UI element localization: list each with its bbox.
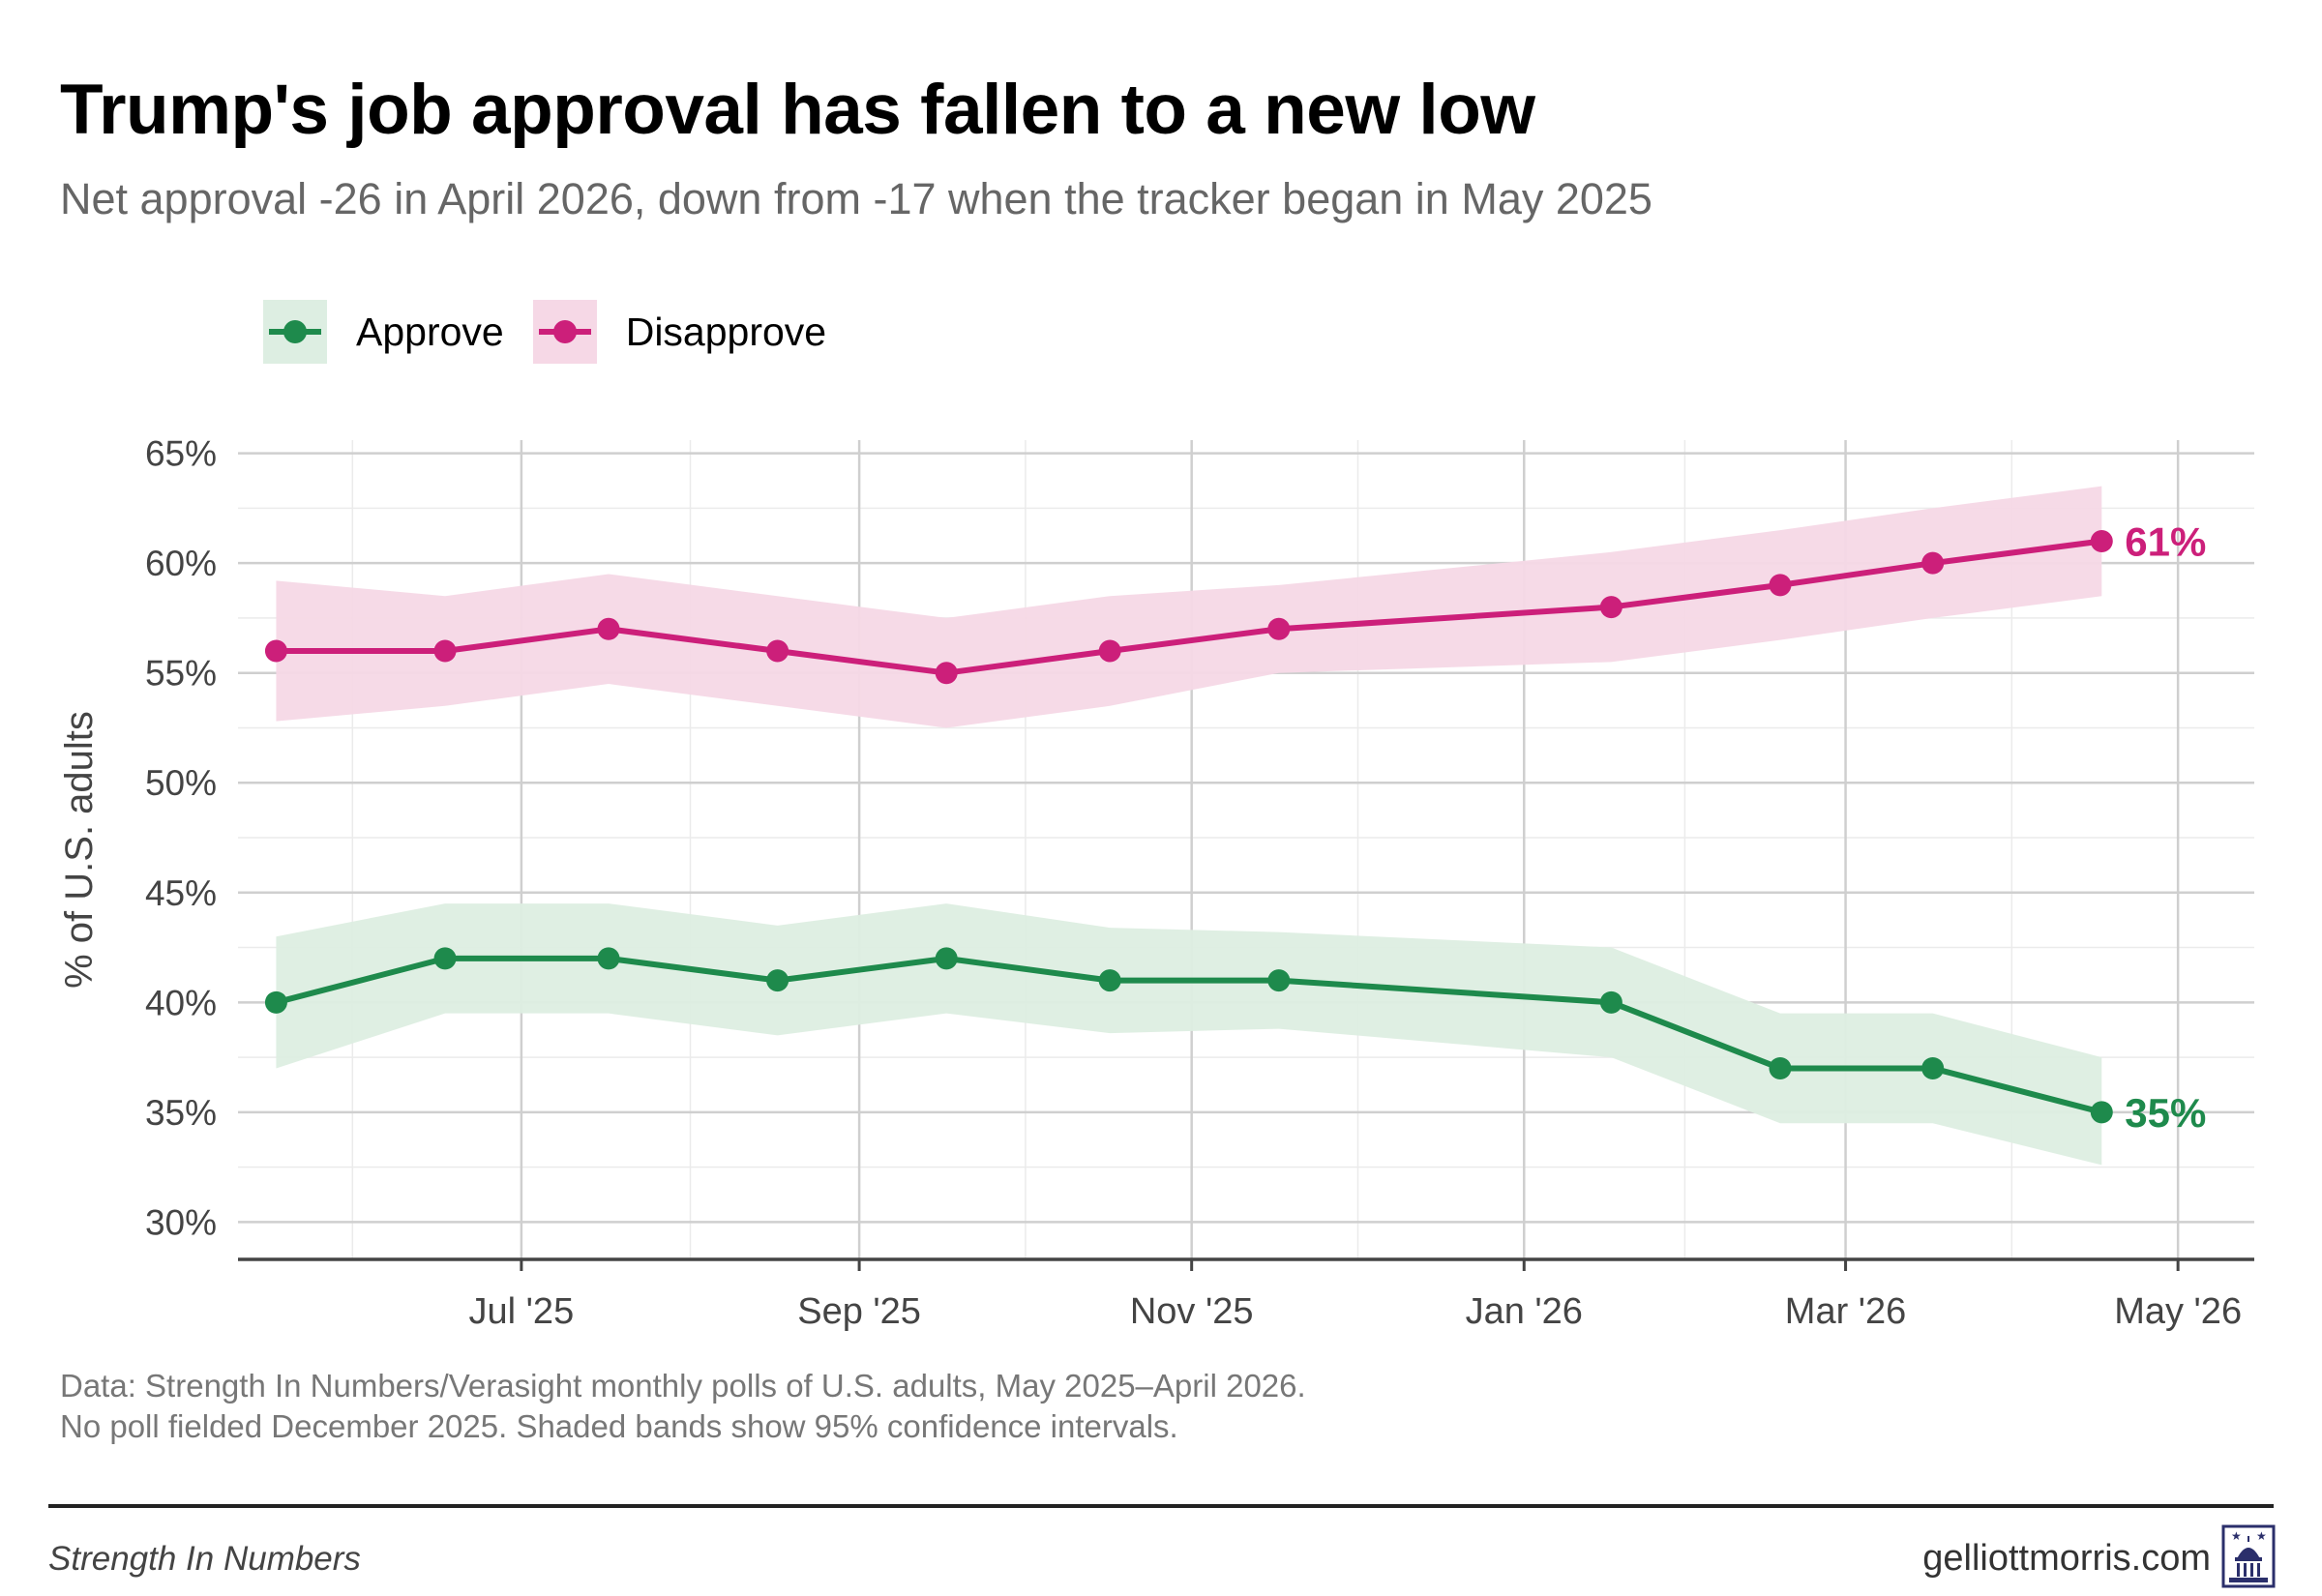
chart-subtitle: Net approval -26 in April 2026, down fro… <box>60 174 1652 223</box>
footer-brand: Strength In Numbers <box>48 1540 361 1578</box>
series-points <box>264 529 2113 1124</box>
legend: Approve Disapprove <box>263 298 855 366</box>
point-approve <box>1599 990 1622 1014</box>
end-label-approve: 35% <box>2125 1090 2206 1136</box>
point-disapprove <box>264 639 287 663</box>
y-tick-label: 55% <box>145 654 217 694</box>
x-tick-label: Jul '25 <box>469 1291 575 1332</box>
footer-website[interactable]: gelliottmorris.com <box>1922 1538 2211 1579</box>
y-tick-label: 30% <box>145 1202 217 1242</box>
confidence-bands <box>276 486 2102 1166</box>
point-approve <box>766 969 789 992</box>
caption-line-2: No poll fielded December 2025. Shaded ba… <box>60 1408 1178 1444</box>
caption-line-1: Data: Strength In Numbers/Verasight mont… <box>60 1368 1306 1404</box>
end-labels: 35% 61% <box>2125 518 2206 1135</box>
point-disapprove <box>1599 596 1622 619</box>
point-disapprove <box>1921 551 1945 575</box>
end-label-disapprove: 61% <box>2125 518 2206 564</box>
y-tick-label: 60% <box>145 544 217 583</box>
legend-label-disapprove: Disapprove <box>625 309 827 354</box>
x-tick-label: May '26 <box>2114 1291 2242 1332</box>
ci-band-disapprove <box>276 486 2102 728</box>
point-disapprove <box>2090 529 2113 552</box>
line-chart: 30% 35% 40% 45% 50% 55% 60% 65% Jul '25 Sep '25 No… <box>58 434 2254 1332</box>
legend-dot-disapprove <box>552 320 577 343</box>
point-approve <box>597 947 620 970</box>
point-approve <box>1267 969 1291 992</box>
legend-label-approve: Approve <box>356 309 504 354</box>
point-disapprove <box>433 639 457 663</box>
point-approve <box>935 947 958 970</box>
ci-band-approve <box>276 903 2102 1166</box>
point-approve <box>1098 969 1121 992</box>
svg-text:★: ★ <box>2256 1529 2267 1543</box>
point-disapprove <box>935 662 958 685</box>
footer-divider <box>48 1504 2274 1508</box>
legend-item-disapprove: Disapprove <box>532 300 827 364</box>
legend-key-approve <box>263 300 327 364</box>
legend-item-approve: Approve <box>263 300 504 364</box>
point-approve <box>264 990 287 1014</box>
y-tick-label: 40% <box>145 983 217 1022</box>
y-tick-label: 50% <box>145 763 217 803</box>
legend-key-disapprove <box>532 300 597 364</box>
point-disapprove <box>597 617 620 640</box>
legend-dot-approve <box>283 320 307 343</box>
y-axis-title: % of U.S. adults <box>58 711 101 989</box>
axes: 30% 35% 40% 45% 50% 55% 60% 65% Jul '25 Sep '25 No… <box>58 434 2254 1332</box>
point-approve <box>1769 1056 1792 1079</box>
point-approve <box>433 947 457 970</box>
point-approve <box>1921 1056 1945 1079</box>
x-tick-label: Nov '25 <box>1130 1291 1254 1332</box>
point-approve <box>2090 1101 2113 1124</box>
capitol-dome-icon: ★ ★ <box>2221 1524 2276 1588</box>
x-tick-label: Mar '26 <box>1785 1291 1907 1332</box>
x-tick-label: Sep '25 <box>797 1291 921 1332</box>
point-disapprove <box>1098 639 1121 663</box>
caption: Data: Strength In Numbers/Verasight mont… <box>60 1366 1306 1447</box>
point-disapprove <box>766 639 789 663</box>
chart-title: Trump's job approval has fallen to a new… <box>60 71 1535 149</box>
y-tick-label: 45% <box>145 873 217 913</box>
x-tick-label: Jan '26 <box>1466 1291 1583 1332</box>
svg-text:★: ★ <box>2231 1529 2242 1543</box>
point-disapprove <box>1267 617 1291 640</box>
point-disapprove <box>1769 574 1792 597</box>
y-tick-label: 65% <box>145 434 217 474</box>
y-tick-label: 35% <box>145 1093 217 1133</box>
